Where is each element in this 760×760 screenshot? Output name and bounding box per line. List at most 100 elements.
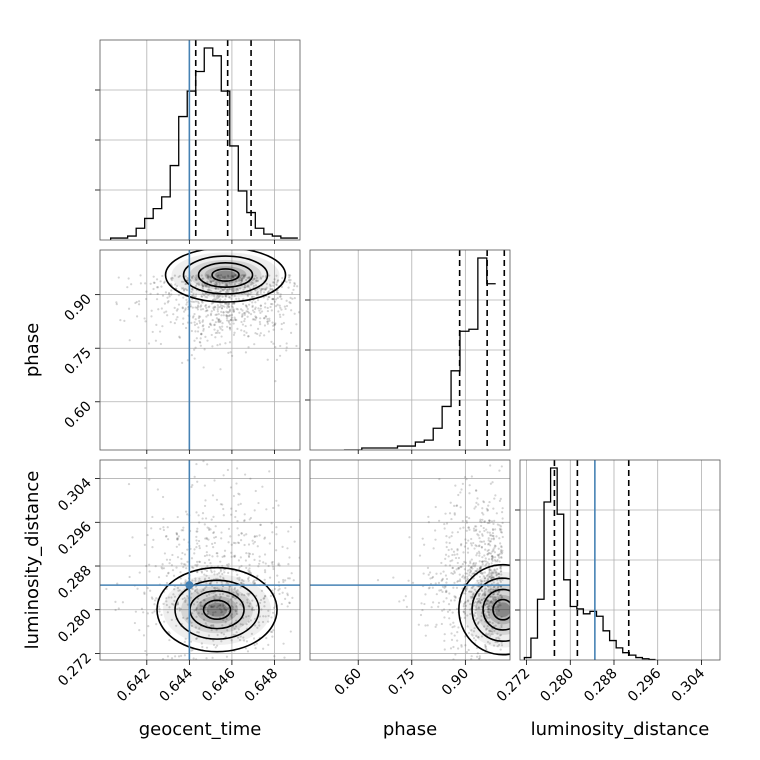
sample-point (212, 611, 215, 614)
sample-point (216, 606, 219, 609)
panel-luminosity_distance-vs-luminosity_distance: 0.272 0.280 0.288 0.296 0.304 (494, 459, 721, 705)
sample-point (459, 544, 463, 547)
sample-point (198, 560, 202, 564)
sample-point (207, 538, 210, 541)
sample-point (475, 655, 479, 658)
sample-point (227, 275, 230, 278)
sample-point (474, 619, 477, 622)
sample-point (278, 592, 281, 596)
sample-point (487, 601, 491, 604)
sample-point (486, 603, 489, 606)
sample-point (428, 586, 431, 589)
sample-point (235, 619, 238, 622)
sample-point (232, 333, 236, 336)
sample-point (194, 626, 197, 629)
sample-point (262, 561, 265, 564)
sample-point (212, 531, 216, 534)
sample-point (210, 310, 213, 313)
sample-point (497, 547, 500, 550)
sample-point (217, 274, 220, 277)
sample-point (459, 527, 462, 530)
sample-point (467, 564, 470, 567)
sample-point (342, 500, 344, 502)
sample-point (272, 506, 275, 510)
sample-point (207, 610, 210, 613)
sample-point (271, 560, 274, 564)
sample-point (152, 275, 155, 278)
sample-point (161, 325, 164, 328)
sample-point (236, 577, 239, 580)
sample-point (474, 489, 478, 492)
sample-point (184, 282, 187, 286)
sample-point (196, 480, 199, 483)
sample-point (482, 501, 486, 504)
sample-point (488, 604, 491, 607)
sample-point (424, 593, 427, 596)
sample-point (237, 534, 240, 537)
sample-point (166, 611, 169, 614)
sample-point (206, 276, 209, 279)
sample-point (259, 323, 262, 326)
sample-point (497, 591, 500, 594)
sample-point (232, 591, 235, 594)
sample-point (184, 579, 187, 582)
sample-point (239, 635, 242, 638)
sample-point (236, 541, 240, 544)
sample-point (248, 303, 251, 306)
sample-point (479, 571, 482, 575)
sample-point (229, 319, 232, 322)
sample-point (223, 549, 227, 552)
sample-point (441, 585, 445, 588)
sample-point (213, 305, 216, 308)
sample-point (498, 537, 501, 540)
sample-point (244, 324, 247, 328)
sample-point (216, 274, 219, 278)
sample-point (266, 309, 270, 313)
sample-point (128, 339, 131, 342)
sample-point (443, 633, 446, 636)
sample-point (485, 528, 488, 531)
sample-point (445, 589, 448, 592)
sample-point (239, 603, 242, 606)
sample-point (486, 599, 489, 602)
sample-point (231, 595, 234, 598)
sample-point (466, 587, 469, 590)
sample-point (202, 680, 204, 682)
sample-point (483, 593, 487, 596)
sample-point (488, 540, 492, 543)
sample-point (225, 289, 229, 292)
sample-point (500, 624, 503, 627)
sample-point (163, 311, 166, 314)
sample-point (237, 503, 240, 506)
sample-point (476, 652, 479, 655)
sample-point (476, 597, 479, 601)
sample-point (233, 588, 236, 591)
sample-point (214, 525, 217, 528)
sample-point (190, 321, 193, 324)
sample-point (213, 570, 216, 573)
sample-point (477, 607, 480, 610)
sample-point (241, 323, 245, 326)
sample-point (499, 550, 503, 553)
sample-point (181, 361, 184, 365)
sample-point (487, 577, 490, 580)
sample-point (195, 539, 198, 542)
sample-point (256, 545, 259, 548)
sample-point (203, 577, 207, 580)
sample-point (272, 298, 275, 301)
sample-point (488, 616, 491, 619)
sample-point (189, 596, 192, 599)
sample-point (163, 302, 167, 305)
sample-point (145, 297, 148, 301)
sample-point (242, 708, 244, 710)
sample-point (222, 604, 225, 607)
sample-point (147, 625, 150, 628)
sample-point (194, 330, 197, 333)
sample-point (491, 481, 494, 484)
sample-point (459, 491, 462, 494)
sample-point (376, 578, 380, 582)
sample-point (115, 301, 118, 304)
sample-point (165, 600, 168, 603)
sample-point (268, 274, 271, 277)
sample-point (210, 280, 213, 283)
